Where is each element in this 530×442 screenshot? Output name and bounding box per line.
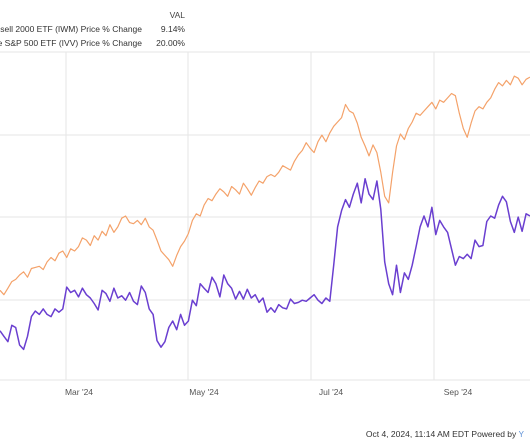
footer-text: Oct 4, 2024, 11:14 AM EDT Powered by [365,429,517,439]
x-tick-label: May '24 [189,387,219,397]
legend-series-value: 20.00% [156,38,185,48]
series-line-ivv [0,75,530,296]
legend-header-row: VAL [0,8,200,22]
legend-value-header: VAL [169,10,185,20]
x-tick-label: Mar '24 [65,387,93,397]
x-axis: Mar '24 May '24 Jul '24 Sep '24 [65,387,473,397]
legend: VAL Russell 2000 ETF (IWM) Price % Chang… [0,8,200,50]
series-lines [0,75,530,351]
legend-row-ivv[interactable]: Core S&P 500 ETF (IVV) Price % Change 20… [0,36,200,50]
legend-series-value: 9.14% [160,24,185,34]
legend-series-name: Russell 2000 ETF (IWM) Price % Change [0,24,142,34]
legend-series-name: Core S&P 500 ETF (IVV) Price % Change [0,38,142,48]
series-line-iwm [0,178,530,351]
ycharts-logo-icon[interactable]: Y [518,430,524,439]
footer-attribution: Oct 4, 2024, 11:14 AM EDT Powered by Y [366,429,524,439]
grid-lines [0,51,530,381]
x-tick-label: Sep '24 [444,387,473,397]
x-tick-label: Jul '24 [319,387,344,397]
legend-row-iwm[interactable]: Russell 2000 ETF (IWM) Price % Change 9.… [0,22,200,36]
